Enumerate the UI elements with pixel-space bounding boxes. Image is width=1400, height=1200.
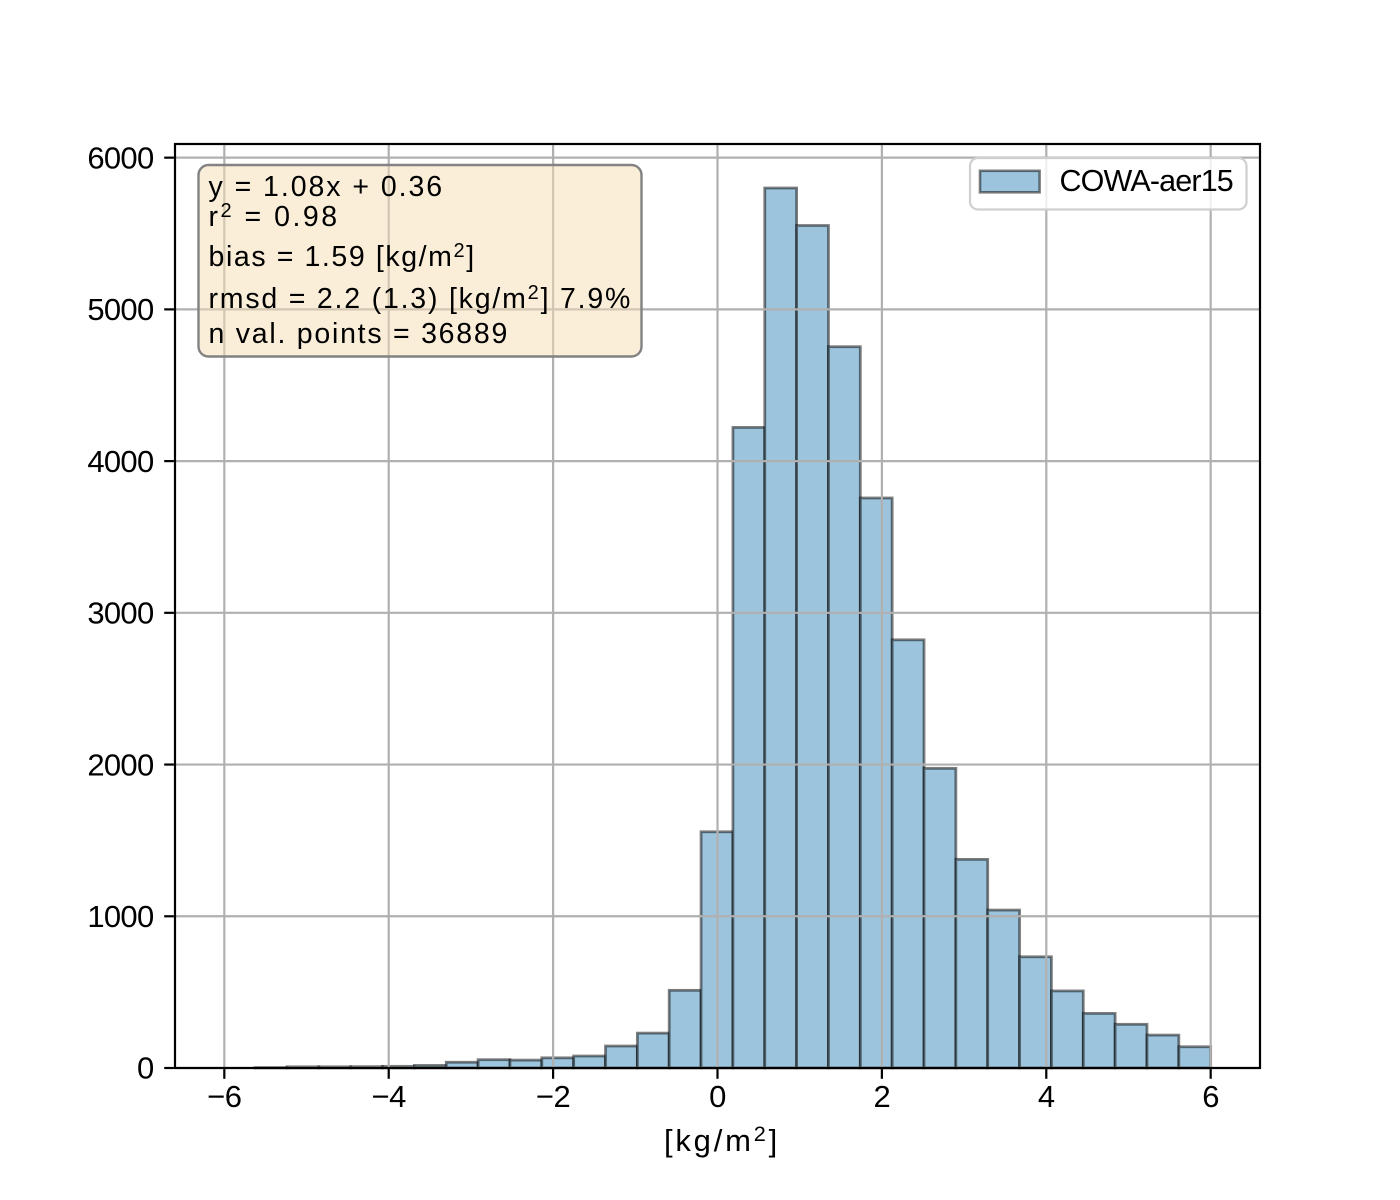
svg-text:0: 0 [709, 1079, 726, 1114]
svg-text:n val. points = 36889: n val. points = 36889 [209, 318, 510, 350]
svg-text:r2 = 0.98: r2 = 0.98 [209, 200, 340, 233]
svg-text:−6: −6 [207, 1079, 241, 1114]
svg-text:1000: 1000 [87, 899, 154, 934]
svg-text:2000: 2000 [87, 747, 154, 782]
svg-text:−2: −2 [536, 1079, 570, 1114]
svg-text:2: 2 [874, 1079, 891, 1114]
svg-text:6000: 6000 [87, 140, 154, 175]
svg-text:6: 6 [1202, 1079, 1219, 1114]
svg-text:bias = 1.59 [kg/m2]: bias = 1.59 [kg/m2] [209, 240, 476, 273]
svg-text:y = 1.08x + 0.36: y = 1.08x + 0.36 [209, 171, 445, 203]
svg-text:5000: 5000 [87, 292, 154, 327]
svg-text:4: 4 [1038, 1079, 1055, 1114]
svg-text:−4: −4 [372, 1079, 407, 1114]
svg-text:rmsd = 2.2 (1.3) [kg/m2] 7.9%: rmsd = 2.2 (1.3) [kg/m2] 7.9% [209, 282, 633, 315]
svg-text:COWA-aer15: COWA-aer15 [1060, 164, 1233, 198]
svg-text:3000: 3000 [87, 596, 154, 631]
svg-text:0: 0 [137, 1051, 154, 1086]
svg-text:4000: 4000 [87, 444, 154, 479]
